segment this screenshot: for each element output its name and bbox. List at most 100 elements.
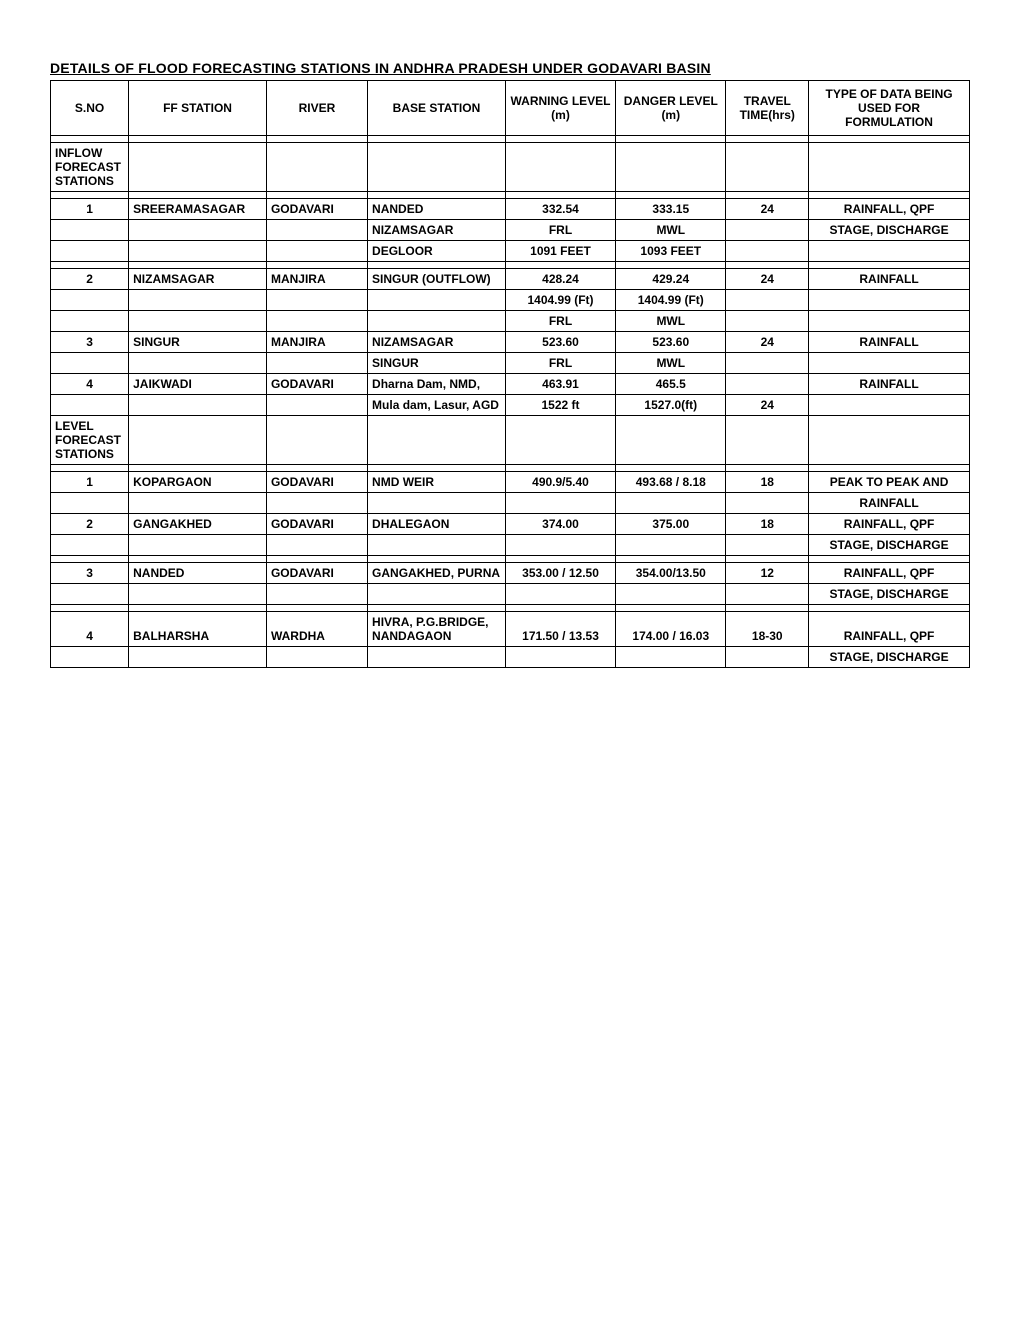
cell-sno: 3	[51, 563, 129, 584]
cell-trav: 24	[726, 395, 809, 416]
cell-trav: 18	[726, 472, 809, 493]
cell-sno: INFLOW FORECAST STATIONS	[51, 143, 129, 192]
cell-sno	[51, 290, 129, 311]
cell-warn	[505, 647, 615, 668]
cell-warn	[505, 584, 615, 605]
cell-river: GODAVARI	[266, 563, 367, 584]
cell-warn	[505, 465, 615, 472]
cell-type: RAINFALL, QPF	[809, 612, 970, 647]
cell-warn	[505, 493, 615, 514]
cell-base	[368, 262, 506, 269]
cell-trav: 24	[726, 199, 809, 220]
th-dang: DANGER LEVEL (m)	[616, 81, 726, 136]
cell-dang: 429.24	[616, 269, 726, 290]
cell-type	[809, 311, 970, 332]
cell-dang	[616, 143, 726, 192]
table-row: NIZAMSAGARFRLMWLSTAGE, DISCHARGE	[51, 220, 970, 241]
cell-dang	[616, 493, 726, 514]
cell-river	[266, 535, 367, 556]
table-row	[51, 605, 970, 612]
th-ff: FF STATION	[129, 81, 267, 136]
cell-warn: FRL	[505, 220, 615, 241]
cell-warn	[505, 556, 615, 563]
cell-ff	[129, 290, 267, 311]
cell-trav	[726, 605, 809, 612]
cell-river	[266, 395, 367, 416]
cell-trav	[726, 353, 809, 374]
cell-type	[809, 262, 970, 269]
table-row	[51, 556, 970, 563]
cell-type	[809, 143, 970, 192]
cell-trav	[726, 220, 809, 241]
cell-type	[809, 136, 970, 143]
cell-ff	[129, 311, 267, 332]
cell-dang	[616, 136, 726, 143]
cell-base	[368, 311, 506, 332]
cell-river	[266, 262, 367, 269]
table-row	[51, 262, 970, 269]
cell-type	[809, 290, 970, 311]
cell-trav	[726, 416, 809, 465]
cell-trav	[726, 136, 809, 143]
cell-trav	[726, 241, 809, 262]
cell-type	[809, 465, 970, 472]
cell-warn: 523.60	[505, 332, 615, 353]
table-row: 1KOPARGAONGODAVARINMD WEIR490.9/5.40493.…	[51, 472, 970, 493]
cell-type	[809, 416, 970, 465]
cell-trav	[726, 143, 809, 192]
cell-dang: 1404.99 (Ft)	[616, 290, 726, 311]
cell-warn	[505, 262, 615, 269]
cell-ff	[129, 143, 267, 192]
cell-dang: 523.60	[616, 332, 726, 353]
cell-ff	[129, 395, 267, 416]
table-row: STAGE, DISCHARGE	[51, 535, 970, 556]
cell-trav	[726, 493, 809, 514]
cell-warn: FRL	[505, 353, 615, 374]
table-row: 3NANDEDGODAVARIGANGAKHED, PURNA353.00 / …	[51, 563, 970, 584]
cell-river: MANJIRA	[266, 332, 367, 353]
cell-trav: 24	[726, 332, 809, 353]
cell-trav	[726, 647, 809, 668]
cell-base: DHALEGAON	[368, 514, 506, 535]
cell-dang: 1527.0(ft)	[616, 395, 726, 416]
cell-trav: 18-30	[726, 612, 809, 647]
cell-river	[266, 143, 367, 192]
cell-sno: 2	[51, 269, 129, 290]
cell-ff: SREERAMASAGAR	[129, 199, 267, 220]
cell-base: NANDED	[368, 199, 506, 220]
cell-warn	[505, 605, 615, 612]
table-header-row: S.NO FF STATION RIVER BASE STATION WARNI…	[51, 81, 970, 136]
cell-type: RAINFALL, QPF	[809, 563, 970, 584]
cell-base: SINGUR	[368, 353, 506, 374]
stations-table: S.NO FF STATION RIVER BASE STATION WARNI…	[50, 80, 970, 668]
cell-warn: FRL	[505, 311, 615, 332]
cell-river	[266, 584, 367, 605]
cell-ff: NANDED	[129, 563, 267, 584]
cell-type: STAGE, DISCHARGE	[809, 220, 970, 241]
cell-dang: 333.15	[616, 199, 726, 220]
cell-dang: MWL	[616, 220, 726, 241]
cell-river	[266, 556, 367, 563]
cell-warn: 1091 FEET	[505, 241, 615, 262]
table-row: 4JAIKWADIGODAVARIDharna Dam, NMD,463.914…	[51, 374, 970, 395]
cell-sno: 1	[51, 199, 129, 220]
cell-ff: KOPARGAON	[129, 472, 267, 493]
cell-trav	[726, 262, 809, 269]
cell-trav	[726, 556, 809, 563]
cell-ff: NIZAMSAGAR	[129, 269, 267, 290]
table-row: Mula dam, Lasur, AGD1522 ft1527.0(ft)24	[51, 395, 970, 416]
cell-sno: 1	[51, 472, 129, 493]
cell-type	[809, 353, 970, 374]
cell-ff: SINGUR	[129, 332, 267, 353]
cell-sno	[51, 395, 129, 416]
cell-warn	[505, 535, 615, 556]
cell-type: RAINFALL	[809, 332, 970, 353]
cell-dang: 354.00/13.50	[616, 563, 726, 584]
cell-river	[266, 647, 367, 668]
cell-type	[809, 395, 970, 416]
table-row: 2GANGAKHEDGODAVARIDHALEGAON374.00375.001…	[51, 514, 970, 535]
table-row: 2NIZAMSAGARMANJIRASINGUR (OUTFLOW)428.24…	[51, 269, 970, 290]
cell-type: RAINFALL, QPF	[809, 199, 970, 220]
cell-base: Mula dam, Lasur, AGD	[368, 395, 506, 416]
cell-river: GODAVARI	[266, 199, 367, 220]
